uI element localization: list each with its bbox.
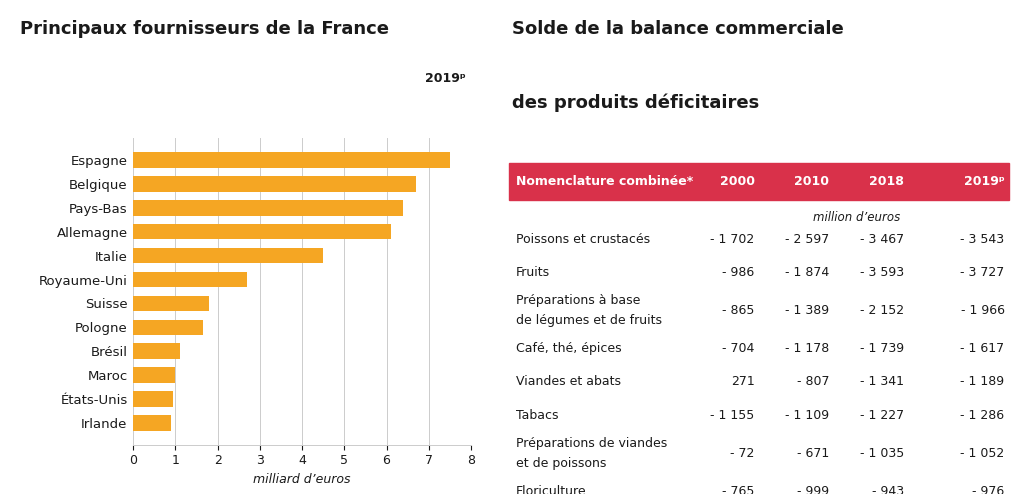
Text: - 1 189: - 1 189 [961, 375, 1005, 388]
Text: - 671: - 671 [798, 447, 829, 460]
Text: et de poissons: et de poissons [516, 457, 606, 470]
Text: - 1 178: - 1 178 [785, 342, 829, 355]
Text: Café, thé, épices: Café, thé, épices [516, 342, 622, 355]
Bar [133, 152, 450, 168]
Text: - 1 702: - 1 702 [711, 233, 755, 246]
Text: - 2 152: - 2 152 [860, 304, 904, 317]
Text: - 1 052: - 1 052 [961, 447, 1005, 460]
Text: - 1 341: - 1 341 [860, 375, 904, 388]
Bar [133, 295, 209, 311]
Text: de légumes et de fruits: de légumes et de fruits [516, 314, 663, 327]
Text: 271: 271 [731, 375, 755, 388]
Text: - 986: - 986 [723, 266, 755, 279]
Text: - 1 035: - 1 035 [860, 447, 904, 460]
Text: Viandes et abats: Viandes et abats [516, 375, 622, 388]
Text: - 1 155: - 1 155 [711, 409, 755, 422]
Text: - 3 543: - 3 543 [961, 233, 1005, 246]
Text: Fruits: Fruits [516, 266, 550, 279]
Bar [133, 248, 324, 263]
Bar [133, 320, 203, 335]
Text: - 976: - 976 [973, 485, 1005, 494]
Bar [133, 176, 416, 192]
Text: - 943: - 943 [872, 485, 904, 494]
Bar [133, 391, 173, 407]
Bar [133, 415, 171, 431]
Bar [133, 200, 403, 215]
Bar [133, 368, 175, 383]
Text: - 1 739: - 1 739 [860, 342, 904, 355]
Text: - 999: - 999 [798, 485, 829, 494]
Text: - 704: - 704 [722, 342, 755, 355]
Text: - 765: - 765 [722, 485, 755, 494]
Text: - 1 966: - 1 966 [961, 304, 1005, 317]
Text: 2018: 2018 [869, 175, 904, 188]
Text: Préparations à base: Préparations à base [516, 294, 640, 307]
Text: des produits déficitaires: des produits déficitaires [512, 94, 759, 112]
Text: Solde de la balance commerciale: Solde de la balance commerciale [512, 20, 844, 38]
X-axis label: milliard d’euros: milliard d’euros [253, 473, 351, 486]
Text: - 1 286: - 1 286 [961, 409, 1005, 422]
Text: - 72: - 72 [730, 447, 755, 460]
Text: 2010: 2010 [795, 175, 829, 188]
Text: - 1 617: - 1 617 [961, 342, 1005, 355]
Bar [133, 343, 179, 359]
Text: Poissons et crustacés: Poissons et crustacés [516, 233, 650, 246]
Text: - 3 593: - 3 593 [860, 266, 904, 279]
Text: Floriculture: Floriculture [516, 485, 587, 494]
Text: - 3 467: - 3 467 [860, 233, 904, 246]
Text: Tabacs: Tabacs [516, 409, 559, 422]
Text: - 3 727: - 3 727 [961, 266, 1005, 279]
Text: million d’euros: million d’euros [813, 211, 900, 224]
Text: 2000: 2000 [720, 175, 755, 188]
Bar [133, 224, 391, 240]
Text: - 1 227: - 1 227 [860, 409, 904, 422]
Text: 2019ᵖ: 2019ᵖ [425, 72, 466, 84]
Text: Préparations de viandes: Préparations de viandes [516, 437, 668, 450]
Text: - 2 597: - 2 597 [785, 233, 829, 246]
Text: - 1 874: - 1 874 [785, 266, 829, 279]
Text: - 865: - 865 [722, 304, 755, 317]
Bar [133, 272, 247, 288]
Text: - 807: - 807 [797, 375, 829, 388]
Text: Nomenclature combinée*: Nomenclature combinée* [516, 175, 693, 188]
Text: - 1 109: - 1 109 [785, 409, 829, 422]
Text: 2019ᵖ: 2019ᵖ [964, 175, 1005, 188]
Text: - 1 389: - 1 389 [785, 304, 829, 317]
Text: Principaux fournisseurs de la France: Principaux fournisseurs de la France [20, 20, 389, 38]
